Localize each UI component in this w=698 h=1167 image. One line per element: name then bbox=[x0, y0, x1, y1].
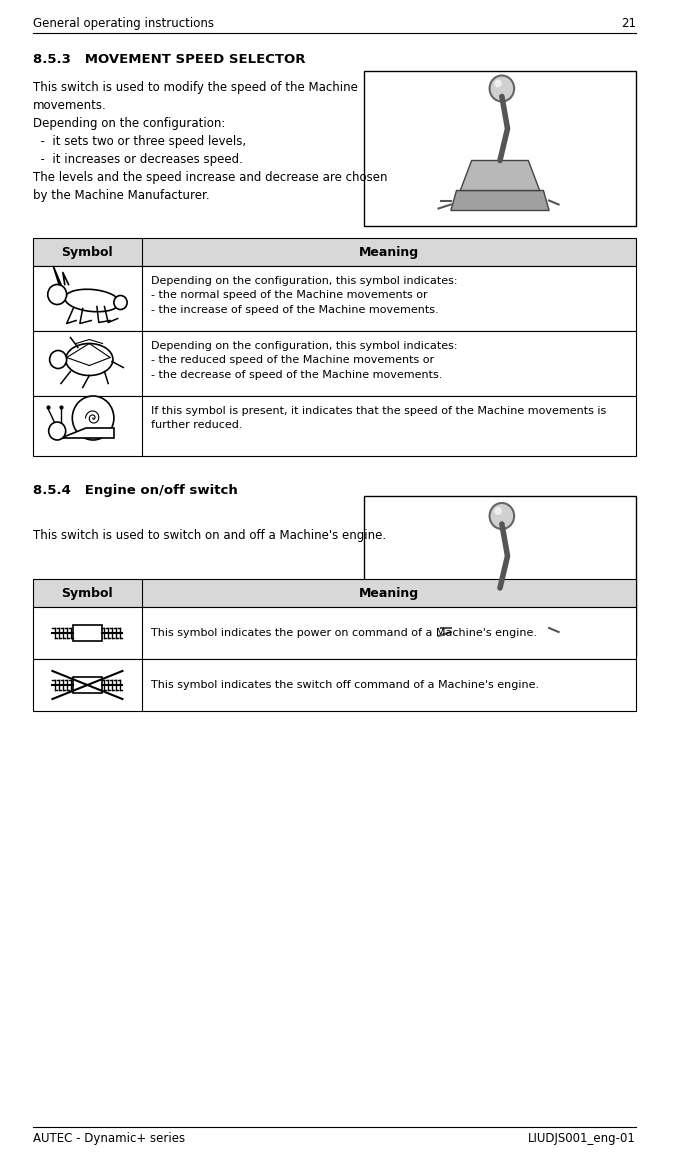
Polygon shape bbox=[451, 190, 549, 210]
Bar bbox=[33, 396, 636, 456]
Text: Depending on the configuration, this symbol indicates:
- the normal speed of the: Depending on the configuration, this sym… bbox=[151, 277, 458, 315]
Bar bbox=[73, 677, 102, 693]
Circle shape bbox=[494, 506, 502, 515]
Bar bbox=[33, 607, 636, 659]
Text: 8.5.3   MOVEMENT SPEED SELECTOR: 8.5.3 MOVEMENT SPEED SELECTOR bbox=[33, 53, 306, 67]
Circle shape bbox=[73, 396, 114, 440]
Bar bbox=[364, 496, 636, 656]
Text: General operating instructions: General operating instructions bbox=[33, 18, 214, 30]
Text: Meaning: Meaning bbox=[359, 245, 419, 259]
Polygon shape bbox=[451, 619, 549, 638]
Bar bbox=[73, 626, 102, 641]
Text: Depending on the configuration, this symbol indicates:
- the reduced speed of th: Depending on the configuration, this sym… bbox=[151, 341, 458, 379]
Text: AUTEC - Dynamic+ series: AUTEC - Dynamic+ series bbox=[33, 1132, 185, 1145]
Polygon shape bbox=[460, 588, 540, 619]
Circle shape bbox=[489, 503, 514, 529]
Text: This symbol indicates the power on command of a Machine's engine.: This symbol indicates the power on comma… bbox=[151, 628, 537, 638]
Text: This switch is used to switch on and off a Machine's engine.: This switch is used to switch on and off… bbox=[33, 529, 386, 541]
Text: Symbol: Symbol bbox=[61, 245, 113, 259]
Text: If this symbol is present, it indicates that the speed of the Machine movements : If this symbol is present, it indicates … bbox=[151, 406, 607, 431]
Bar bbox=[33, 659, 636, 711]
Circle shape bbox=[114, 295, 127, 309]
Text: 21: 21 bbox=[621, 18, 636, 30]
Bar bbox=[364, 71, 636, 226]
Ellipse shape bbox=[65, 289, 119, 312]
Polygon shape bbox=[61, 428, 114, 438]
Text: 8.5.4   Engine on/off switch: 8.5.4 Engine on/off switch bbox=[33, 484, 238, 497]
Text: LIUDJS001_eng-01: LIUDJS001_eng-01 bbox=[528, 1132, 636, 1145]
Bar bbox=[33, 238, 636, 266]
Polygon shape bbox=[460, 161, 540, 190]
Text: Symbol: Symbol bbox=[61, 587, 113, 600]
Circle shape bbox=[49, 422, 66, 440]
Bar bbox=[33, 331, 636, 396]
Ellipse shape bbox=[66, 343, 113, 376]
Text: This switch is used to modify the speed of the Machine
movements.
Depending on t: This switch is used to modify the speed … bbox=[33, 81, 387, 202]
Text: This symbol indicates the switch off command of a Machine's engine.: This symbol indicates the switch off com… bbox=[151, 680, 540, 690]
Circle shape bbox=[494, 79, 502, 88]
Bar bbox=[33, 266, 636, 331]
Bar bbox=[33, 579, 636, 607]
Circle shape bbox=[50, 350, 66, 369]
Text: Meaning: Meaning bbox=[359, 587, 419, 600]
Circle shape bbox=[47, 285, 66, 305]
Circle shape bbox=[489, 76, 514, 102]
